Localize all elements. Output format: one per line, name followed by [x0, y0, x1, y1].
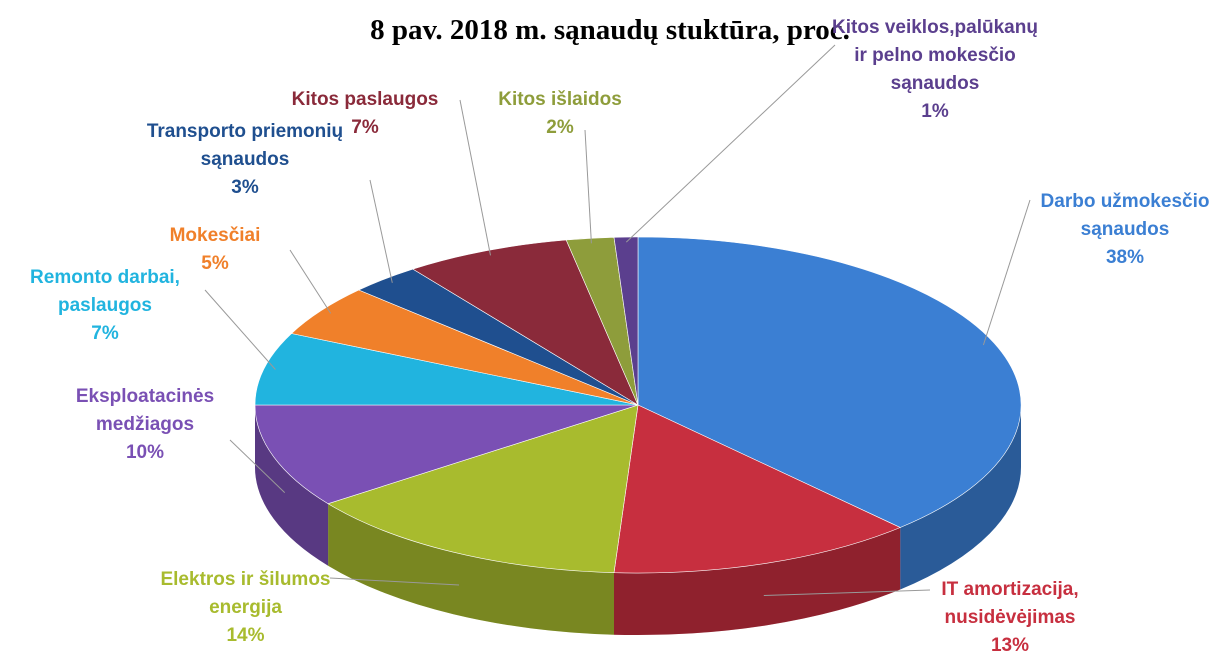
- chart-title: 8 pav. 2018 m. sąnaudų stuktūra, proc.: [370, 14, 850, 46]
- data-label: Transporto priemonių sąnaudos 3%: [125, 118, 365, 202]
- leader-line: [982, 199, 1031, 346]
- leader-line: [459, 99, 491, 256]
- category-label: Transporto priemonių sąnaudos: [146, 121, 344, 170]
- value-label: 10%: [125, 442, 165, 463]
- data-label: Elektros ir šilumos energija 14%: [138, 566, 353, 650]
- data-label: IT amortizacija, nusidėvėjimas 13%: [905, 576, 1115, 660]
- leader-line: [625, 44, 836, 243]
- leader-line: [204, 289, 276, 370]
- value-label: 13%: [990, 635, 1030, 656]
- slice-side-shade: [255, 405, 329, 566]
- slice-side-shade: [900, 405, 1022, 590]
- value-label: 5%: [201, 253, 229, 274]
- leader-line: [329, 577, 460, 586]
- leader-line: [369, 179, 393, 283]
- data-label: Eksploatacinės medžiagos 10%: [60, 383, 230, 467]
- slice: [254, 404, 639, 505]
- leader-line: [229, 439, 286, 493]
- data-label: Kitos paslaugos 7%: [270, 86, 460, 142]
- slice: [254, 333, 639, 406]
- slice-side: [328, 503, 614, 635]
- value-label: 7%: [351, 117, 379, 138]
- category-label: Kitos veiklos,palūkanų ir pelno mokesčio…: [832, 17, 1038, 94]
- data-label: Kitos veiklos,palūkanų ir pelno mokesčio…: [830, 14, 1040, 126]
- category-label: Darbo užmokesčio sąnaudos: [1040, 191, 1210, 240]
- value-label: 14%: [226, 625, 265, 646]
- leader-line: [584, 129, 592, 244]
- slice: [412, 239, 639, 406]
- category-label: Kitos paslaugos: [291, 89, 439, 110]
- slice-side: [255, 405, 329, 566]
- data-label: Mokesčiai 5%: [150, 222, 280, 278]
- slice-side: [900, 405, 1022, 590]
- slice: [327, 404, 639, 574]
- value-label: 38%: [1105, 247, 1145, 268]
- value-label: 7%: [91, 323, 119, 344]
- slice: [613, 236, 639, 406]
- leader-line: [289, 249, 332, 314]
- slice: [637, 236, 1022, 528]
- category-label: Elektros ir šilumos energija: [160, 569, 331, 618]
- value-label: 3%: [231, 177, 259, 198]
- slice-side: [614, 527, 901, 636]
- slice-side-shade: [614, 527, 901, 636]
- leader-line: [763, 589, 931, 596]
- category-label: Mokesčiai: [169, 225, 261, 246]
- value-label: 1%: [921, 101, 949, 122]
- value-label: 2%: [546, 117, 574, 138]
- data-label: Remonto darbai, paslaugos 7%: [0, 264, 210, 348]
- category-label: Kitos išlaidos: [498, 89, 622, 110]
- category-label: Eksploatacinės medžiagos: [75, 386, 215, 435]
- slice-side-shade: [328, 503, 614, 635]
- category-label: IT amortizacija, nusidėvėjimas: [941, 579, 1079, 628]
- slice: [613, 404, 901, 574]
- category-label: Remonto darbai, paslaugos: [30, 267, 180, 316]
- data-label: Kitos išlaidos 2%: [480, 86, 640, 142]
- data-label: Darbo užmokesčio sąnaudos 38%: [1015, 188, 1228, 272]
